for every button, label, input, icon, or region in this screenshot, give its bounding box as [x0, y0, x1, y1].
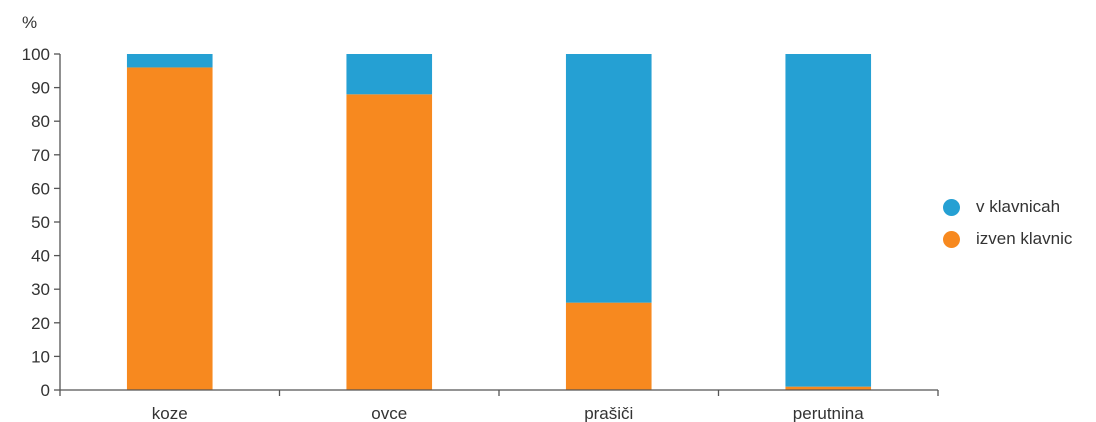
y-tick-label: 30 — [31, 280, 50, 299]
y-tick-label: 100 — [22, 45, 50, 64]
bar-koze-v-klavnicah — [126, 54, 213, 68]
bar-prasici-izven-klavnic — [565, 302, 652, 390]
bar-ovce-v-klavnicah — [346, 54, 433, 95]
y-tick-label: 40 — [31, 247, 50, 266]
legend-dot-v-klavnicah — [943, 198, 960, 216]
legend-dot-izven-klavnic — [943, 230, 960, 248]
x-tick-label-ovce: ovce — [371, 404, 407, 422]
y-tick-label: 90 — [31, 79, 50, 98]
y-tick-label: 20 — [31, 314, 50, 333]
legend-item-izven-klavnic: izven klavnic — [943, 223, 1072, 255]
y-tick-label: 80 — [31, 112, 50, 131]
x-axis: koze ovce prašiči perutnina — [59, 389, 939, 422]
x-tick-label-perutnina: perutnina — [793, 404, 864, 422]
bar-perutnina-izven-klavnic — [785, 386, 872, 390]
x-tick-label-koze: koze — [152, 404, 188, 422]
y-tick-label: 60 — [31, 179, 50, 198]
y-tick-label: 10 — [31, 347, 50, 366]
y-tick-label: 70 — [31, 146, 50, 165]
y-tick-label: 0 — [41, 381, 50, 400]
x-tick-label-prasici: prašiči — [584, 404, 633, 422]
bar-perutnina-v-klavnicah — [785, 54, 872, 387]
legend: v klavnicah izven klavnic — [943, 191, 1072, 255]
legend-label-izven-klavnic: izven klavnic — [976, 229, 1073, 248]
bar-prasici-v-klavnicah — [565, 54, 652, 303]
y-tick-label: 50 — [31, 213, 50, 232]
y-axis: 0 10 20 30 40 50 60 70 80 90 100 — [22, 45, 61, 400]
legend-label-v-klavnicah: v klavnicah — [976, 197, 1061, 216]
y-axis-label: % — [22, 13, 37, 32]
bar-koze-izven-klavnic — [126, 67, 213, 390]
legend-item-v-klavnicah: v klavnicah — [943, 191, 1072, 223]
bar-ovce-izven-klavnic — [346, 94, 433, 390]
bars — [126, 54, 872, 390]
